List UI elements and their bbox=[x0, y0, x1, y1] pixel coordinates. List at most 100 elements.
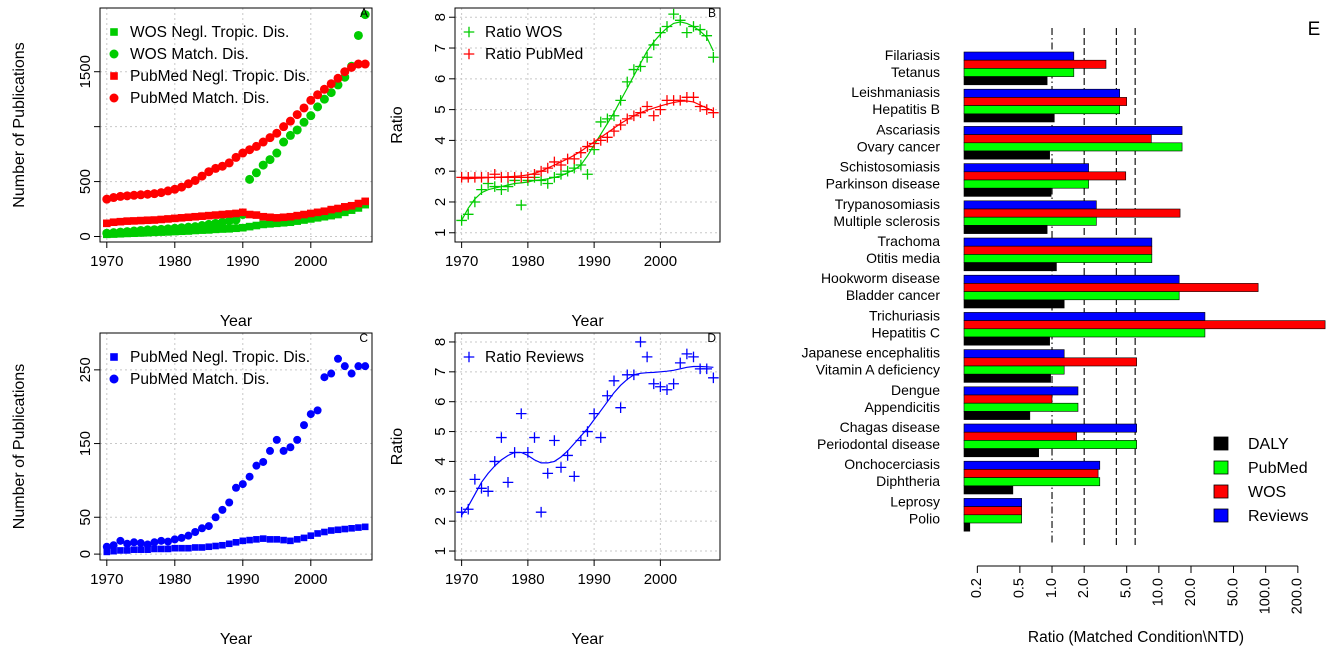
data-point bbox=[307, 215, 315, 223]
x-tick-label: 1990 bbox=[226, 571, 259, 588]
data-point bbox=[694, 101, 706, 112]
panel-label: A bbox=[360, 6, 368, 20]
bar-daly bbox=[963, 113, 1055, 123]
panel-a: 1970 1980 1990 2000 0 500 1500 Year Number of Pu… bbox=[11, 6, 373, 330]
bar-reviews bbox=[963, 349, 1065, 359]
data-point bbox=[476, 184, 487, 195]
x-tick-label: 1980 bbox=[511, 571, 544, 588]
data-point bbox=[509, 447, 520, 458]
data-point bbox=[198, 212, 206, 220]
data-point bbox=[353, 59, 363, 69]
data-point bbox=[285, 130, 295, 140]
data-point bbox=[515, 408, 527, 419]
data-point bbox=[293, 536, 301, 543]
bar-wos bbox=[963, 431, 1077, 441]
y-tick-label: 2 bbox=[432, 517, 449, 525]
data-point bbox=[170, 535, 179, 544]
y-tick-label: 0 bbox=[77, 232, 94, 240]
x-axis-title: Year bbox=[571, 631, 604, 648]
data-point bbox=[313, 208, 322, 217]
data-point bbox=[496, 432, 507, 443]
category-label-match: Periodontal disease bbox=[817, 436, 940, 452]
bar-reviews bbox=[963, 386, 1079, 396]
bar-reviews bbox=[963, 312, 1206, 321]
data-point bbox=[648, 39, 660, 51]
x-tick-label: 1970 bbox=[445, 571, 478, 588]
category-label-ntd: Chagas disease bbox=[840, 419, 941, 435]
plot-frame bbox=[99, 7, 373, 243]
data-point bbox=[259, 220, 267, 229]
data-point bbox=[568, 153, 580, 165]
data-point bbox=[122, 227, 132, 237]
data-point bbox=[251, 168, 261, 178]
data-point bbox=[326, 88, 336, 98]
bar-daly bbox=[963, 485, 1014, 495]
data-point bbox=[191, 527, 200, 536]
data-point bbox=[608, 110, 620, 122]
bar-daly bbox=[963, 336, 1050, 346]
legend-label: PubMed Negl. Tropic. Dis. bbox=[130, 349, 310, 366]
y-tick-label: 6 bbox=[432, 398, 449, 406]
data-point bbox=[150, 216, 159, 224]
data-point bbox=[469, 196, 481, 208]
data-point bbox=[204, 167, 214, 177]
data-point bbox=[327, 369, 336, 378]
bar-wos bbox=[963, 506, 1022, 516]
data-point bbox=[149, 189, 159, 199]
bar-wos bbox=[963, 320, 1326, 330]
bar-wos bbox=[963, 208, 1181, 218]
data-point bbox=[348, 525, 355, 532]
data-point bbox=[122, 191, 132, 201]
data-point bbox=[183, 179, 193, 189]
data-point bbox=[542, 178, 554, 189]
y-tick-label: 250 bbox=[77, 357, 94, 382]
data-point bbox=[708, 107, 719, 118]
legend-marker bbox=[109, 49, 119, 59]
bar-daly bbox=[963, 522, 971, 532]
bar-reviews bbox=[963, 498, 1022, 507]
data-point bbox=[225, 225, 233, 233]
data-point bbox=[245, 472, 254, 481]
legend-marker bbox=[109, 374, 119, 384]
data-point bbox=[361, 197, 369, 206]
data-point bbox=[602, 113, 613, 125]
data-point bbox=[635, 336, 646, 348]
bar-reviews bbox=[963, 126, 1183, 135]
data-point bbox=[279, 137, 289, 147]
data-point bbox=[103, 548, 111, 556]
x-tick-label: 1980 bbox=[158, 253, 191, 270]
y-tick-label: 3 bbox=[432, 167, 449, 175]
data-point bbox=[582, 426, 593, 437]
x-tick-label: 2.0 bbox=[1076, 578, 1092, 598]
data-point bbox=[648, 378, 660, 390]
x-axis-title: Year bbox=[220, 631, 253, 648]
category-label-ntd: Onchocerciasis bbox=[844, 456, 940, 472]
bar-pubmed bbox=[963, 440, 1137, 449]
data-point bbox=[299, 103, 309, 113]
bar-pubmed bbox=[963, 328, 1206, 338]
data-point bbox=[184, 213, 193, 222]
legend-label: WOS Negl. Tropic. Dis. bbox=[130, 24, 289, 41]
x-tick-label: 1970 bbox=[90, 253, 123, 270]
data-point bbox=[306, 111, 316, 121]
data-point bbox=[334, 204, 342, 213]
data-point bbox=[259, 535, 267, 542]
y-tick-label: 1 bbox=[432, 547, 449, 555]
data-point bbox=[347, 62, 357, 72]
legend-label: PubMed Match. Dis. bbox=[130, 371, 270, 388]
category-label-ntd: Trypanosomiasis bbox=[835, 196, 940, 212]
data-point bbox=[211, 513, 220, 522]
bar-daly bbox=[963, 225, 1048, 234]
x-tick-label: 50.0 bbox=[1225, 578, 1241, 606]
category-label-match: Appendicitis bbox=[865, 399, 941, 415]
category-label-match: Hepatitis B bbox=[872, 101, 940, 117]
data-point bbox=[333, 73, 343, 83]
data-point bbox=[628, 369, 640, 381]
data-point bbox=[245, 222, 254, 231]
data-point bbox=[341, 525, 349, 533]
data-point bbox=[602, 390, 613, 402]
y-tick-label: 8 bbox=[432, 338, 449, 346]
data-point bbox=[575, 147, 587, 159]
data-point bbox=[320, 373, 329, 382]
data-point bbox=[273, 214, 281, 222]
